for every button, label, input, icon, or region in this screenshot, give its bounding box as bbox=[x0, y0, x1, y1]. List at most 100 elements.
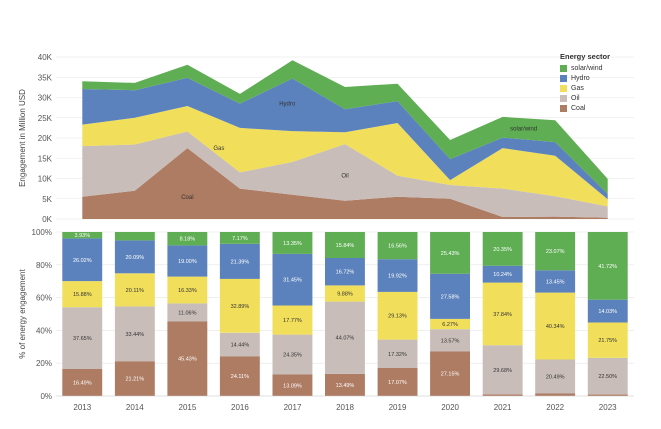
bar-segment-oil bbox=[377, 339, 418, 368]
bar-y-tick-label: 80% bbox=[36, 261, 52, 270]
legend-label-oil: Oil bbox=[571, 94, 580, 102]
bar-segment-solar-wind bbox=[377, 232, 418, 260]
legend-title: Energy sector bbox=[560, 52, 611, 61]
bar-segment-hydro bbox=[272, 253, 313, 306]
bar-segment-solar-wind bbox=[430, 232, 470, 274]
bar-y-tick-label: 40% bbox=[36, 326, 52, 335]
bar-data-label: 9.88% bbox=[337, 292, 353, 298]
bar-data-label: 11.06% bbox=[178, 310, 196, 316]
bar-segment-hydro bbox=[587, 299, 628, 323]
bar-segment-solar-wind bbox=[482, 232, 523, 266]
bar-data-label: 33.44% bbox=[125, 332, 144, 338]
bar-data-label: 40.34% bbox=[546, 324, 565, 330]
bar-data-label: 13.09% bbox=[283, 383, 302, 389]
bar-data-label: 22.50% bbox=[598, 374, 617, 380]
bar-segment-solar-wind bbox=[587, 232, 628, 300]
bar-segment-coal bbox=[482, 394, 523, 396]
area-series-label: Hydro bbox=[279, 102, 296, 108]
bar-data-label: 31.45% bbox=[283, 278, 302, 284]
bar-data-label: 27.15% bbox=[441, 372, 460, 378]
bar-data-label: 15.88% bbox=[73, 292, 92, 298]
bar-x-tick-label: 2017 bbox=[284, 403, 302, 412]
bar-data-label: 17.07% bbox=[388, 380, 407, 386]
bar-segment-oil bbox=[219, 332, 260, 357]
legend-label-gas: Gas bbox=[571, 84, 584, 92]
bar-segment-gas bbox=[535, 292, 576, 360]
bar-segment-hydro bbox=[167, 245, 208, 277]
bar-segment-oil bbox=[482, 345, 523, 395]
bar-segment-coal bbox=[587, 394, 628, 396]
bar-data-label: 6.27% bbox=[442, 322, 458, 328]
bar-segment-gas bbox=[167, 276, 208, 304]
legend-item-solar-wind[interactable]: solar/wind bbox=[560, 63, 656, 73]
legend-swatch-gas bbox=[560, 84, 567, 92]
bar-y-axis-label: % of energy engagement bbox=[18, 269, 27, 359]
bar-segment-gas bbox=[587, 322, 628, 358]
bar-segment-hydro bbox=[430, 273, 470, 319]
bar-data-label: 20.35% bbox=[493, 247, 512, 253]
area-series-solar-wind bbox=[82, 60, 608, 194]
bar-data-label: 26.02% bbox=[73, 258, 92, 264]
bar-data-label: 37.84% bbox=[493, 312, 512, 318]
bar-x-tick-label: 2013 bbox=[73, 403, 91, 412]
bar-segment-solar-wind bbox=[114, 232, 155, 241]
bar-segment-coal bbox=[325, 373, 365, 396]
bar-data-label: 15.84% bbox=[336, 243, 355, 249]
bar-data-label: 41.72% bbox=[598, 264, 617, 270]
bar-data-label: 24.35% bbox=[283, 353, 302, 359]
bar-segment-hydro bbox=[219, 243, 260, 279]
bar-y-tick-label: 60% bbox=[36, 294, 52, 303]
bar-data-label: 19.00% bbox=[178, 259, 197, 265]
bar-data-label: 37.65% bbox=[73, 336, 92, 342]
bar-x-tick-label: 2015 bbox=[179, 403, 197, 412]
area-series-label: Coal bbox=[181, 195, 193, 201]
bar-y-tick-label: 100% bbox=[32, 228, 52, 237]
bar-data-label: 27.58% bbox=[441, 294, 460, 300]
bar-segment-solar-wind bbox=[272, 232, 313, 254]
area-series-label: Gas bbox=[213, 146, 224, 152]
bar-segment-coal bbox=[272, 374, 313, 396]
bar-data-label: 23.07% bbox=[546, 249, 565, 255]
legend-item-hydro[interactable]: Hydro bbox=[560, 73, 656, 83]
bar-segment-oil bbox=[325, 301, 365, 374]
bar-segment-gas bbox=[62, 281, 103, 308]
bar-data-label: 14.44% bbox=[231, 343, 250, 349]
bar-data-label: 7.17% bbox=[232, 236, 248, 242]
bar-segment-solar-wind bbox=[167, 232, 208, 246]
area-series-oil bbox=[82, 131, 608, 218]
area-series-label: Oil bbox=[341, 173, 348, 179]
bar-segment-hydro bbox=[482, 265, 523, 283]
bar-data-label: 19.92% bbox=[388, 274, 407, 280]
bar-segment-coal bbox=[535, 393, 576, 396]
area-y-tick-label: 35K bbox=[38, 73, 53, 82]
bar-segment-coal bbox=[219, 356, 260, 396]
legend: Energy sector solar/wind Hydro Gas Oil C… bbox=[560, 52, 656, 113]
legend-swatch-oil bbox=[560, 94, 567, 102]
bar-segment-oil bbox=[430, 329, 470, 352]
legend-label-coal: Coal bbox=[571, 104, 586, 112]
bar-x-tick-label: 2023 bbox=[599, 403, 617, 412]
area-y-tick-label: 40K bbox=[38, 53, 53, 62]
area-series-hydro bbox=[82, 77, 608, 200]
bar-x-tick-label: 2022 bbox=[546, 403, 564, 412]
legend-item-coal[interactable]: Coal bbox=[560, 103, 656, 113]
bar-x-tick-label: 2018 bbox=[336, 403, 354, 412]
bar-data-label: 29.13% bbox=[388, 314, 407, 320]
bar-data-label: 25.43% bbox=[441, 251, 460, 257]
bar-data-label: 16.56% bbox=[388, 244, 407, 250]
bar-data-label: 44.07% bbox=[336, 336, 355, 342]
area-y-axis-label: Engagement in Million USD bbox=[18, 89, 27, 187]
bar-segment-coal bbox=[62, 368, 103, 396]
area-y-tick-label: 20K bbox=[38, 134, 53, 143]
legend-item-oil[interactable]: Oil bbox=[560, 93, 656, 103]
bar-segment-gas bbox=[114, 273, 155, 307]
area-series-gas bbox=[82, 106, 608, 207]
bar-segment-gas bbox=[325, 285, 365, 302]
legend-item-gas[interactable]: Gas bbox=[560, 83, 656, 93]
bar-data-label: 21.75% bbox=[598, 338, 617, 344]
bar-x-tick-label: 2019 bbox=[389, 403, 407, 412]
bar-data-label: 16.49% bbox=[73, 381, 92, 387]
bar-segment-oil bbox=[167, 303, 208, 322]
bar-segment-hydro bbox=[325, 258, 365, 286]
